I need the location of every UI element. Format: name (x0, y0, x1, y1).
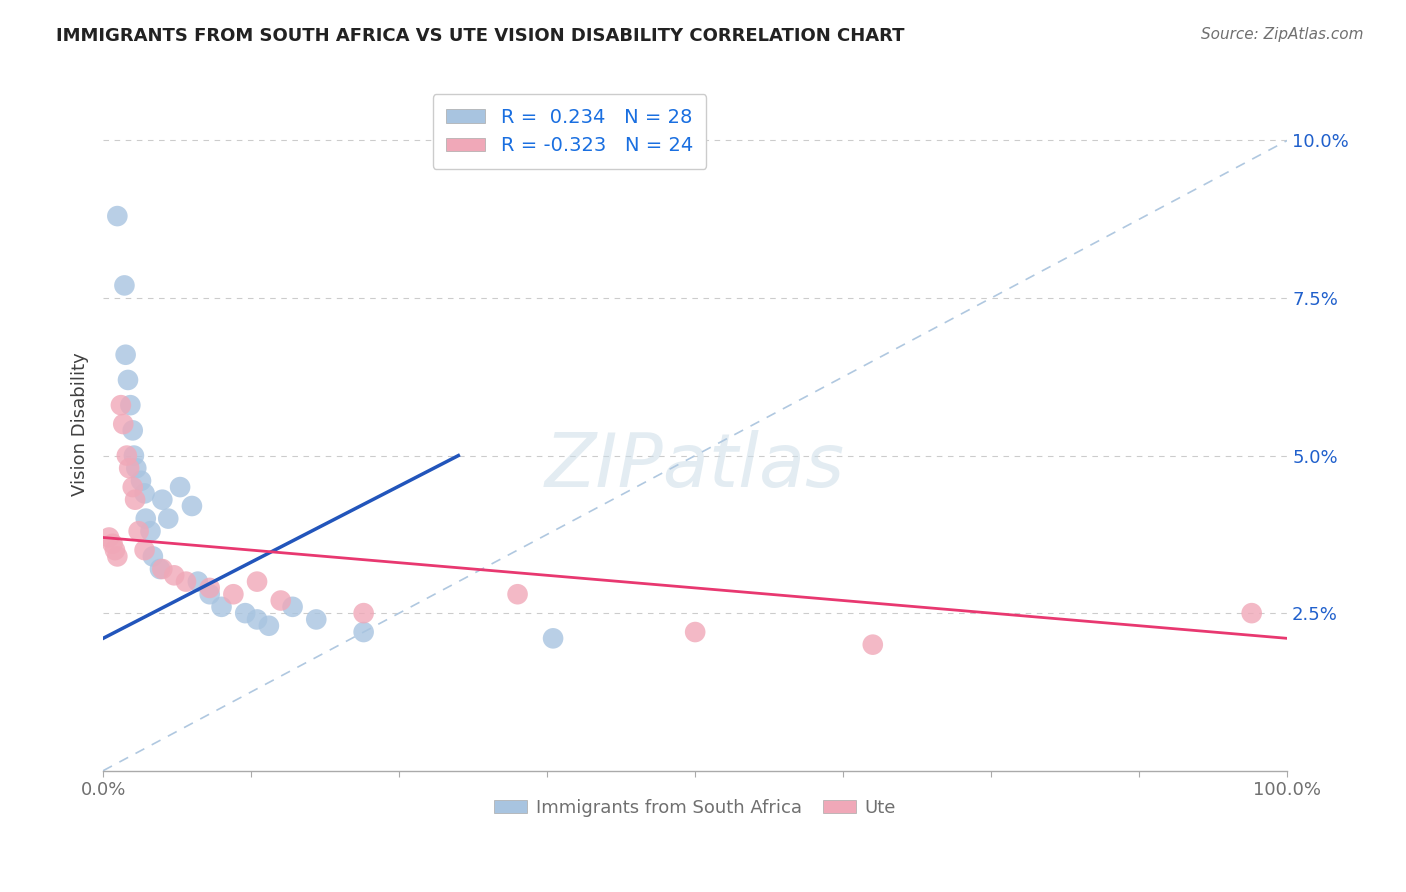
Point (134, 543, 156, 558)
Point (163, 568, 186, 582)
Point (211, 599, 233, 614)
Point (353, 606, 375, 620)
Point (114, 278, 136, 293)
Point (135, 511, 157, 525)
Legend: Immigrants from South Africa, Ute: Immigrants from South Africa, Ute (486, 791, 904, 824)
Point (117, 373, 139, 387)
Point (233, 606, 256, 620)
Point (98, 531, 121, 545)
Point (124, 492, 146, 507)
Point (115, 449, 138, 463)
Point (246, 612, 269, 626)
Point (174, 574, 197, 589)
Point (128, 524, 150, 539)
Point (104, 543, 127, 558)
Point (862, 638, 884, 652)
Point (181, 499, 204, 513)
Point (134, 486, 156, 500)
Point (198, 581, 221, 595)
Point (281, 599, 304, 614)
Point (120, 398, 142, 412)
Point (114, 348, 136, 362)
Point (121, 480, 143, 494)
Point (118, 461, 141, 475)
Point (187, 574, 209, 589)
Point (257, 619, 280, 633)
Point (110, 398, 132, 412)
Text: IMMIGRANTS FROM SOUTH AFRICA VS UTE VISION DISABILITY CORRELATION CHART: IMMIGRANTS FROM SOUTH AFRICA VS UTE VISI… (56, 27, 904, 45)
Point (149, 562, 172, 576)
Point (101, 537, 124, 551)
Y-axis label: Vision Disability: Vision Disability (72, 352, 89, 496)
Point (506, 587, 529, 601)
Point (139, 524, 162, 539)
Text: ZIPatlas: ZIPatlas (546, 430, 845, 501)
Point (683, 625, 706, 640)
Point (541, 632, 564, 646)
Point (150, 562, 173, 576)
Point (1240, 606, 1263, 620)
Point (125, 461, 148, 475)
Point (112, 417, 135, 431)
Point (157, 511, 180, 525)
Text: Source: ZipAtlas.com: Source: ZipAtlas.com (1201, 27, 1364, 42)
Point (169, 480, 191, 494)
Point (222, 587, 245, 601)
Point (270, 593, 292, 607)
Point (142, 549, 165, 564)
Point (122, 449, 145, 463)
Point (105, 209, 128, 223)
Point (246, 574, 269, 589)
Point (305, 612, 328, 626)
Point (129, 474, 152, 488)
Point (353, 625, 375, 640)
Point (150, 492, 173, 507)
Point (198, 587, 221, 601)
Point (105, 549, 128, 564)
Point (121, 423, 143, 437)
